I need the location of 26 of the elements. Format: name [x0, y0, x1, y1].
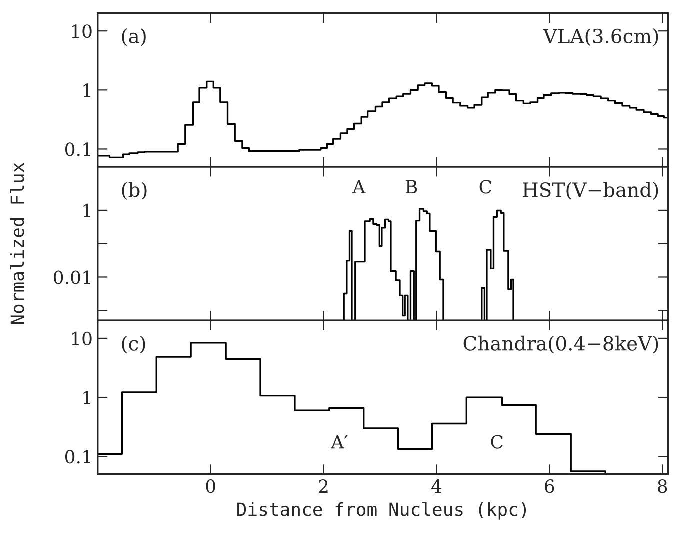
y-tick-label: 10: [72, 24, 92, 38]
x-tick-label: 0: [206, 480, 216, 494]
text: Chandra(0.4−8keV): [464, 336, 658, 354]
annotation: A′: [331, 435, 348, 449]
annotation: C: [491, 435, 503, 449]
y-tick-label: 0.1: [65, 142, 90, 156]
x-tick-label: 4: [432, 480, 442, 493]
annotation: C: [480, 180, 492, 194]
y-tick-label: 1: [84, 84, 90, 98]
text: (b): [122, 182, 147, 200]
annotation: A: [352, 180, 366, 194]
y-tick-label: 0.01: [54, 270, 90, 284]
text: HST(V−band): [523, 182, 658, 200]
y-tick-label: 1: [84, 390, 90, 404]
y-tick-label: 1: [84, 204, 90, 218]
annotation: B: [406, 180, 418, 194]
text: (a): [122, 28, 146, 46]
x-tick-label: 8: [658, 480, 668, 494]
y-axis-title: Normalized Flux: [10, 162, 24, 324]
x-axis-title: Distance from Nucleus (kpc): [238, 502, 526, 520]
text: (c): [122, 336, 146, 354]
x-tick-label: 6: [545, 480, 554, 494]
text: VLA(3.6cm): [543, 28, 658, 46]
x-tick-label: 2: [319, 480, 328, 493]
y-tick-label: 10: [72, 332, 92, 346]
y-tick-label: 0.1: [65, 450, 90, 464]
